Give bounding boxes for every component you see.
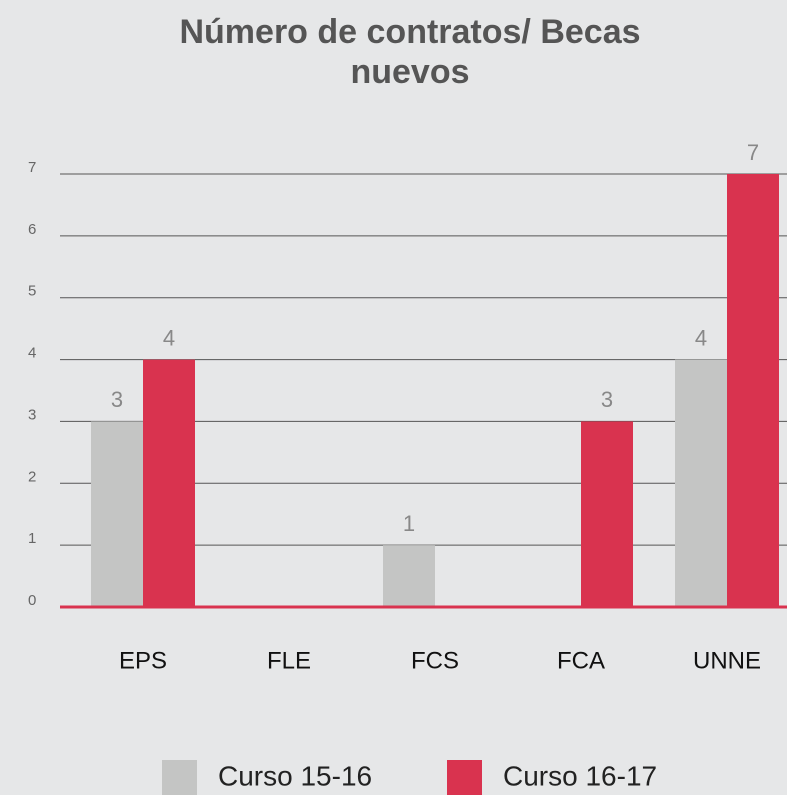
bar bbox=[727, 174, 779, 607]
data-label: 1 bbox=[403, 511, 415, 536]
legend-swatch bbox=[447, 760, 482, 795]
bar bbox=[675, 359, 727, 607]
data-label: 3 bbox=[111, 387, 123, 412]
legend-label: Curso 16-17 bbox=[503, 760, 657, 791]
y-tick-label: 7 bbox=[28, 159, 36, 176]
bar bbox=[383, 545, 435, 607]
data-label: 3 bbox=[601, 387, 613, 412]
y-tick-label: 3 bbox=[28, 406, 36, 423]
x-tick-label: UNNE bbox=[693, 647, 761, 674]
x-tick-label: FLE bbox=[267, 647, 311, 674]
y-tick-label: 6 bbox=[28, 221, 36, 238]
data-label: 4 bbox=[695, 325, 707, 350]
x-tick-label: FCA bbox=[557, 647, 605, 674]
x-tick-label: EPS bbox=[119, 647, 167, 674]
bar bbox=[143, 359, 195, 607]
data-label: 4 bbox=[163, 325, 175, 350]
y-tick-label: 5 bbox=[28, 283, 36, 300]
bar bbox=[581, 421, 633, 607]
y-tick-label: 0 bbox=[28, 592, 36, 609]
legend-swatch bbox=[162, 760, 197, 795]
y-tick-label: 4 bbox=[28, 345, 36, 362]
bar bbox=[91, 421, 143, 607]
y-tick-label: 1 bbox=[28, 530, 36, 547]
data-label: 7 bbox=[747, 140, 759, 165]
y-tick-label: 2 bbox=[28, 468, 36, 485]
x-tick-label: FCS bbox=[411, 647, 459, 674]
chart-title: Número de contratos/ Becas nuevos bbox=[179, 13, 641, 91]
legend-label: Curso 15-16 bbox=[218, 760, 372, 791]
